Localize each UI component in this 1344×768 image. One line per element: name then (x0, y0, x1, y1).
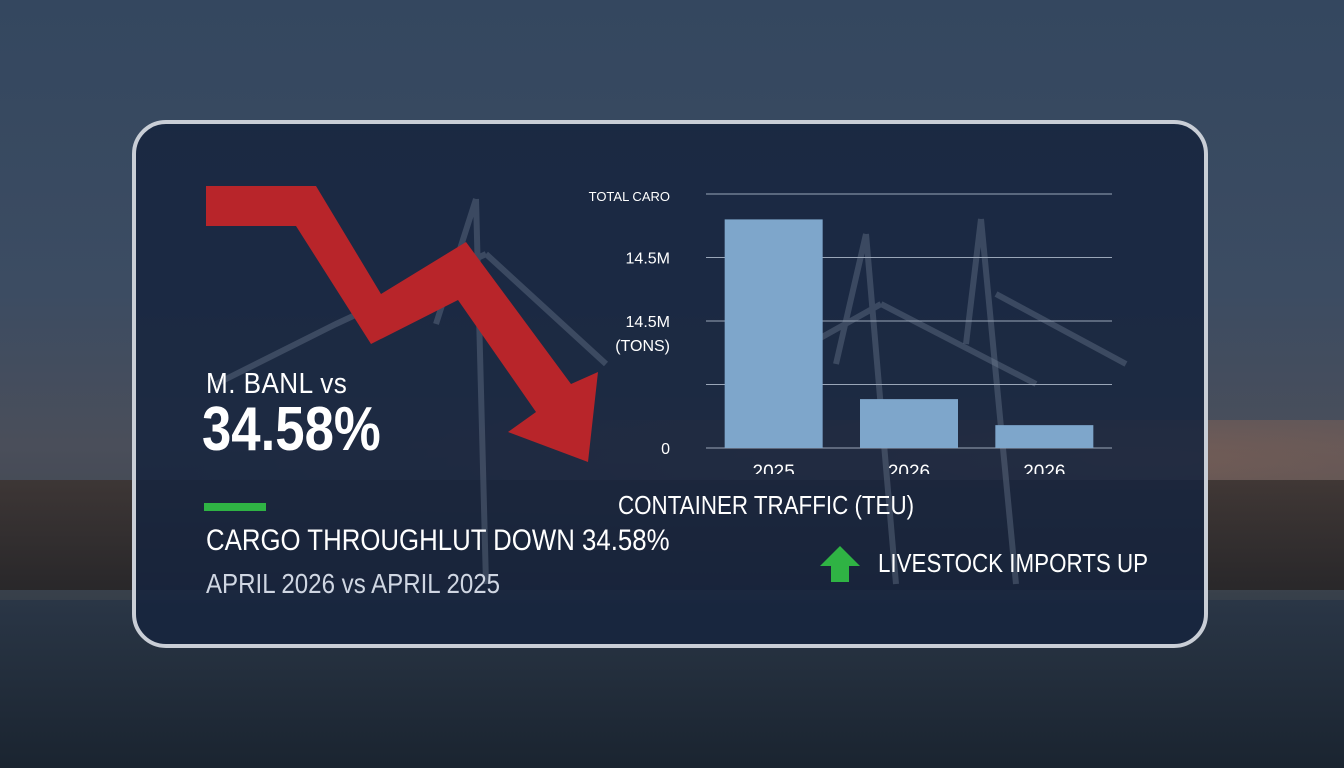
x-tick-label: 2026 (888, 462, 930, 474)
up-arrow-icon (820, 546, 860, 582)
y-axis-title: TOTAL CARO (589, 189, 670, 204)
headline-text: CARGO THROUGHLUT DOWN 34.58% (206, 524, 670, 557)
livestock-callout: LIVESTOCK IMPORTS UP (878, 548, 1149, 578)
bar-2025-0 (724, 219, 823, 448)
x-tick-label: 2025 (753, 462, 795, 474)
infographic-panel: M. BANL vs 34.58% CARGO THROUGHLUT DOWN … (132, 120, 1208, 648)
kicker-label: M. BANL vs (206, 368, 348, 400)
bar-chart: TOTAL CARO 14.5M 14.5M (TONS) 0 2025 2026 2026 (589, 189, 1112, 474)
big-percent-value: 34.58% (202, 395, 381, 464)
accent-bar (204, 503, 266, 511)
bar-2026-1 (860, 399, 958, 448)
x-tick-label: 2026 (1023, 462, 1065, 474)
chart-title: CONTAINER TRAFFIC (TEU) (618, 490, 915, 520)
bar-2026-2 (995, 425, 1094, 448)
subheadline-text: APRIL 2026 vs APRIL 2025 (206, 568, 501, 599)
trend-down-arrow-icon (206, 186, 598, 462)
y-tick-label-1: (TONS) (615, 338, 670, 355)
y-tick-label-0: 14.5M (626, 314, 670, 331)
y-tick-label: 14.5M (626, 251, 670, 268)
y-tick-label: 0 (661, 441, 670, 458)
